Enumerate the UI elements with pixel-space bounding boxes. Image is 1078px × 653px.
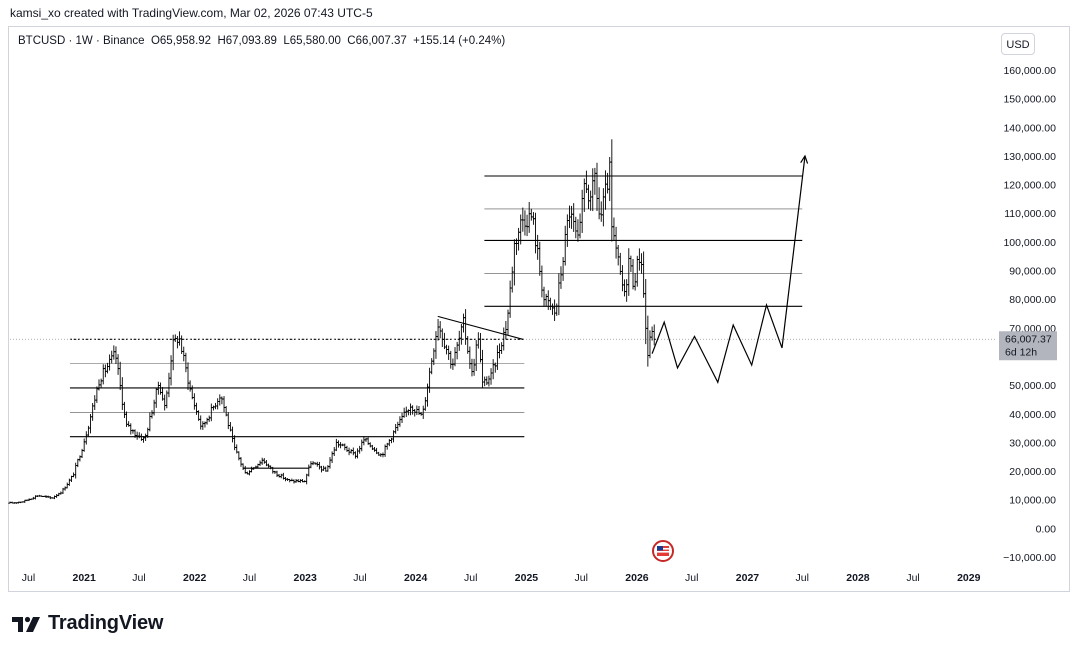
time-tick-label: 2021 <box>72 572 96 584</box>
current-price-tag: 66,007.37 6d 12h <box>999 331 1057 361</box>
price-tick-label: 100,000.00 <box>1003 237 1056 249</box>
price-tick-label: 80,000.00 <box>1009 294 1056 306</box>
price-tick-label: −10,000.00 <box>1003 552 1056 564</box>
interval-label[interactable]: 1W <box>75 35 93 47</box>
current-price-value: 66,007.37 <box>1005 333 1052 345</box>
symbol-legend: BTCUSD · 1W · Binance O65,958.92 H67,093… <box>18 35 505 47</box>
price-tick-label: 140,000.00 <box>1003 122 1056 134</box>
time-tick-label: 2025 <box>515 572 539 584</box>
ohlc-low: L65,580.00 <box>283 35 341 47</box>
time-tick-label: Jul <box>243 572 256 584</box>
exchange-label: Binance <box>103 35 145 47</box>
time-axis: Jul 2021 Jul 2022 Jul 2023 Jul 2024 Jul 2025 Jul 20… <box>22 572 981 584</box>
time-tick-label: Jul <box>132 572 145 584</box>
price-tick-label: 150,000.00 <box>1003 94 1056 106</box>
legend-separator: · <box>65 35 76 47</box>
price-tick-label: 20,000.00 <box>1009 466 1056 478</box>
time-tick-label: 2027 <box>736 572 760 584</box>
projection-path <box>651 154 809 384</box>
time-tick-label: Jul <box>353 572 366 584</box>
ohlc-close: C66,007.37 <box>347 35 407 47</box>
current-price-tag-bg <box>999 331 1057 361</box>
time-tick-label: Jul <box>906 572 919 584</box>
time-tick-label: 2023 <box>293 572 317 584</box>
projection-arrowhead <box>800 154 809 164</box>
time-tick-label: Jul <box>796 572 809 584</box>
horizontal-levels <box>10 175 996 438</box>
tradingview-brand: TradingView <box>48 612 164 634</box>
legend-separator: · <box>92 35 103 47</box>
bar-countdown: 6d 12h <box>1005 346 1037 358</box>
trendline[interactable] <box>437 315 523 340</box>
price-tick-label: 50,000.00 <box>1009 380 1056 392</box>
time-tick-label: Jul <box>575 572 588 584</box>
symbol-name[interactable]: BTCUSD <box>18 35 66 47</box>
price-tick-label: 90,000.00 <box>1009 266 1056 278</box>
time-tick-label: 2022 <box>183 572 207 584</box>
price-tick-label: 130,000.00 <box>1003 151 1056 163</box>
us-flag-icon[interactable] <box>652 540 674 562</box>
chart-credit: kamsi_xo created with TradingView.com, M… <box>10 6 373 20</box>
time-tick-label: 2029 <box>957 572 981 584</box>
tradingview-logo-icon <box>12 616 40 632</box>
price-tick-label: 40,000.00 <box>1009 409 1056 421</box>
time-tick-label: 2024 <box>404 572 428 584</box>
ohlc-open: O65,958.92 <box>150 35 212 47</box>
time-tick-label: Jul <box>22 572 35 584</box>
chart-frame <box>8 26 1070 592</box>
price-tick-label: 160,000.00 <box>1003 65 1056 77</box>
time-tick-label: Jul <box>464 572 477 584</box>
tradingview-logo[interactable]: TradingView <box>12 612 163 635</box>
price-tick-label: 0.00 <box>1036 523 1057 535</box>
price-tick-label: 10,000.00 <box>1009 495 1056 507</box>
time-tick-label: 2026 <box>625 572 649 584</box>
projection-line[interactable] <box>651 155 806 384</box>
ohlc-high: H67,093.89 <box>217 35 277 47</box>
price-axis: 160,000.00 150,000.00 140,000.00 130,000.00… <box>1003 65 1056 564</box>
price-series <box>8 139 657 504</box>
time-tick-label: Jul <box>685 572 698 584</box>
price-tick-label: 120,000.00 <box>1003 180 1056 192</box>
price-tick-label: 110,000.00 <box>1004 208 1056 220</box>
ohlc-change: +155.14 (+0.24%) <box>413 35 506 47</box>
currency-button[interactable]: USD <box>1001 33 1035 55</box>
price-tick-label: 30,000.00 <box>1009 437 1056 449</box>
time-tick-label: 2028 <box>846 572 870 584</box>
